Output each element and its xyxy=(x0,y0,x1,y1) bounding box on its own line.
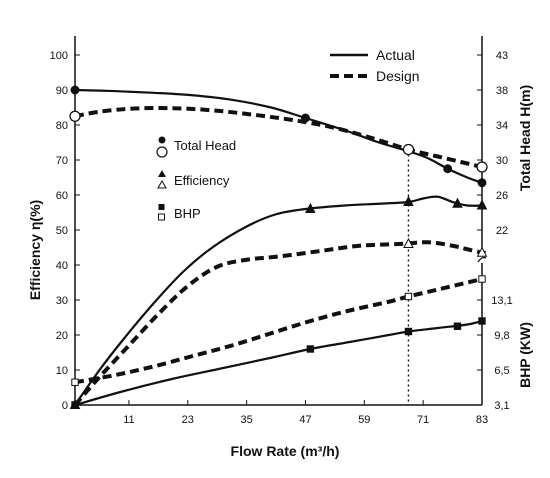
markers xyxy=(69,85,488,409)
legend-bhp-open-icon xyxy=(158,213,165,221)
efficiency-design-curve xyxy=(73,240,483,407)
y-right-top-tick-label: 38 xyxy=(496,85,508,97)
y-left-tick-label: 80 xyxy=(56,120,68,132)
y-right-top-tick-label: 22 xyxy=(496,225,508,237)
legend: Actual Design xyxy=(330,47,420,84)
bhp-actual-point xyxy=(71,401,79,409)
x-tick-label: 47 xyxy=(299,414,311,426)
curves xyxy=(73,88,483,407)
efficiency-actual-point xyxy=(452,197,463,208)
y-left-tick-label: 30 xyxy=(56,295,68,307)
legend-head-filled-icon xyxy=(158,136,166,144)
legend-bhp-filled-icon xyxy=(158,204,165,210)
x-tick-label: 71 xyxy=(417,414,429,426)
y-left-tick-label: 0 xyxy=(62,400,68,412)
y-left-tick-label: 10 xyxy=(56,365,68,377)
bhp-actual-curve xyxy=(74,319,483,407)
y-right-top-tick-label: 43 xyxy=(496,50,508,62)
marker-legend: Total Head Efficiency BHP xyxy=(156,136,236,221)
legend-bhp-label: BHP xyxy=(174,206,201,221)
total-head-actual-curve xyxy=(74,88,483,184)
total-head-actual-point xyxy=(301,113,310,123)
y-right-top-tick-label: 30 xyxy=(496,155,508,167)
y-left-tick-label: 40 xyxy=(56,260,68,272)
legend-eff-filled-icon xyxy=(158,170,166,177)
efficiency-actual-point xyxy=(403,195,414,206)
y-right-bottom-tick-label: 3,1 xyxy=(494,400,509,412)
x-axis-title: Flow Rate (m³/h) xyxy=(231,443,340,459)
y-right-bottom-tick-label: 6,5 xyxy=(494,365,509,377)
bhp-actual-point xyxy=(404,327,413,336)
efficiency-actual-curve xyxy=(74,195,483,406)
legend-eff-open-icon xyxy=(157,179,167,189)
efficiency-actual-point xyxy=(476,199,488,210)
total-head-design-point xyxy=(476,161,488,173)
total-head-design-point xyxy=(402,143,415,156)
y-left-tick-label: 90 xyxy=(56,85,68,97)
x-tick-label: 35 xyxy=(241,414,253,426)
bhp-design-point xyxy=(71,378,79,386)
y-left-tick-label: 50 xyxy=(56,225,68,237)
y-left-tick-label: 20 xyxy=(56,330,68,342)
efficiency-design-point xyxy=(403,237,414,248)
bhp-actual-point xyxy=(478,317,486,325)
y-right-top-tick-label: 26 xyxy=(496,190,508,202)
x-tick-label: 83 xyxy=(476,414,488,426)
bhp-actual-point xyxy=(306,345,315,353)
axis-break-mark xyxy=(477,256,487,263)
x-tick-label: 23 xyxy=(182,414,194,426)
axis-ticks: 11 23 35 47 59 71 83 0 10 20 30 40 50 60 70 80 90 100 22 26… xyxy=(50,50,513,426)
legend-head-label: Total Head xyxy=(174,138,236,153)
bhp-design-curve xyxy=(74,277,483,385)
y-left-tick-label: 60 xyxy=(56,190,68,202)
legend-head-open-icon xyxy=(156,146,168,158)
y-right-top-tick-label: 34 xyxy=(496,120,508,132)
plot-frame xyxy=(74,36,487,406)
y-left-tick-label: 70 xyxy=(56,155,68,167)
bhp-design-point xyxy=(404,292,413,301)
efficiency-design-point xyxy=(476,246,488,257)
efficiency-actual-point xyxy=(305,202,316,213)
x-tick-label: 59 xyxy=(358,414,370,426)
bhp-actual-point xyxy=(453,322,462,330)
total-head-design-point xyxy=(69,110,81,122)
legend-design-label: Design xyxy=(376,68,420,84)
y-right-bottom-tick-label: 13,1 xyxy=(491,295,512,307)
y-left-tick-label: 100 xyxy=(50,50,68,62)
x-tick-label: 11 xyxy=(123,414,134,426)
y-axis-right-top-title: Total Head H(m) xyxy=(517,85,533,191)
total-head-actual-point xyxy=(477,178,487,188)
y-axis-right-bottom-title: BHP (KW) xyxy=(517,322,533,388)
legend-eff-label: Efficiency xyxy=(174,173,230,188)
total-head-design-curve xyxy=(74,106,483,169)
bhp-design-point xyxy=(478,275,486,283)
legend-actual-label: Actual xyxy=(376,47,415,63)
y-right-bottom-tick-label: 9,8 xyxy=(494,330,509,342)
total-head-actual-point xyxy=(70,85,80,95)
y-axis-left-title: Efficiency η(%) xyxy=(27,200,43,300)
total-head-actual-point xyxy=(443,164,453,174)
